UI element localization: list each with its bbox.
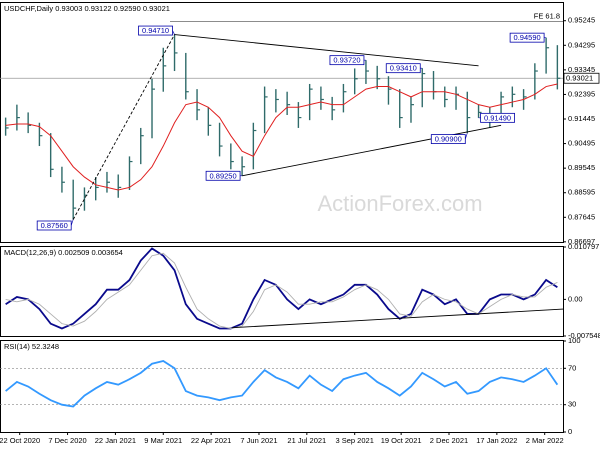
y-tick-label: -0.007548	[568, 331, 600, 340]
y-tick-label: 0.89545	[568, 163, 595, 172]
y-tick-label: 0.86697	[568, 237, 595, 246]
x-tick-label: 2 Mar 2022	[526, 436, 564, 445]
annotation-box	[430, 134, 466, 145]
annotation-box	[36, 220, 72, 231]
y-tick-label: 70	[568, 363, 576, 372]
series-line	[5, 360, 559, 408]
last-price-box	[563, 72, 600, 84]
trendline	[174, 34, 479, 67]
annotation-box	[385, 63, 421, 74]
x-tick-label: 22 Jan 2021	[95, 436, 136, 445]
y-tick-label: 0	[568, 427, 572, 436]
y-tick-label: 0.00	[568, 294, 583, 303]
watermark: ActionForex.com	[317, 191, 482, 216]
moving-average	[5, 83, 558, 191]
annotation-label: 0.87560	[41, 221, 68, 230]
y-tick-label: 0.94295	[568, 40, 595, 49]
x-tick-label: 19 Oct 2021	[381, 436, 422, 445]
x-tick-label: 7 Dec 2020	[48, 436, 86, 445]
annotation-box	[138, 25, 173, 36]
x-tick-label: 7 Jun 2021	[240, 436, 277, 445]
y-tick-label: 0.90495	[568, 139, 595, 148]
macd-panel	[0, 246, 564, 337]
panel-title: USDCHF,Daily 0.93003 0.93122 0.92590 0.9…	[4, 4, 170, 13]
y-tick-label: 0.95245	[568, 16, 595, 25]
annotation-label: 0.90900	[435, 135, 462, 144]
rsi-panel	[0, 340, 564, 433]
annotation-label: 0.93720	[333, 56, 360, 65]
y-tick-label: 0.93345	[568, 65, 595, 74]
panel-title: RSI(14) 52.3248	[4, 342, 59, 351]
trendline	[72, 34, 175, 220]
fe-level-label: FE 61.8	[534, 11, 560, 20]
series-line	[5, 252, 558, 329]
annotation-label: 0.94710	[142, 26, 169, 35]
trendline	[242, 124, 502, 177]
y-tick-label: 0.88595	[568, 188, 595, 197]
annotation-box	[205, 170, 241, 181]
price-panel	[0, 2, 564, 243]
x-tick-label: 21 Jul 2021	[287, 436, 326, 445]
annotation-label: 0.91490	[484, 113, 511, 122]
x-tick-label: 22 Oct 2020	[0, 436, 40, 445]
x-tick-label: 9 Mar 2021	[144, 436, 182, 445]
annotation-label: 0.94590	[514, 33, 541, 42]
x-tick-label: 3 Sep 2021	[336, 436, 374, 445]
x-tick-label: 2 Dec 2021	[430, 436, 468, 445]
y-tick-label: 0.92395	[568, 89, 595, 98]
y-tick-label: 0.87645	[568, 212, 595, 221]
annotation-label: 0.93410	[390, 64, 417, 73]
y-tick-label: 0.010797	[568, 242, 599, 251]
last-price-label: 0.93021	[566, 74, 593, 83]
y-tick-label: 100	[568, 336, 581, 345]
series-line	[5, 247, 558, 330]
annotation-box	[480, 112, 515, 123]
trendline	[232, 308, 564, 329]
annotation-box	[509, 32, 545, 43]
x-tick-label: 17 Jan 2022	[476, 436, 517, 445]
x-tick-label: 22 Apr 2021	[191, 436, 231, 445]
panel-title: MACD(12,26,9) 0.002509 0.003654	[4, 248, 123, 257]
y-tick-label: 0.91445	[568, 114, 595, 123]
annotation-label: 0.89250	[210, 171, 237, 180]
annotation-box	[329, 55, 365, 66]
y-tick-label: 30	[568, 400, 576, 409]
